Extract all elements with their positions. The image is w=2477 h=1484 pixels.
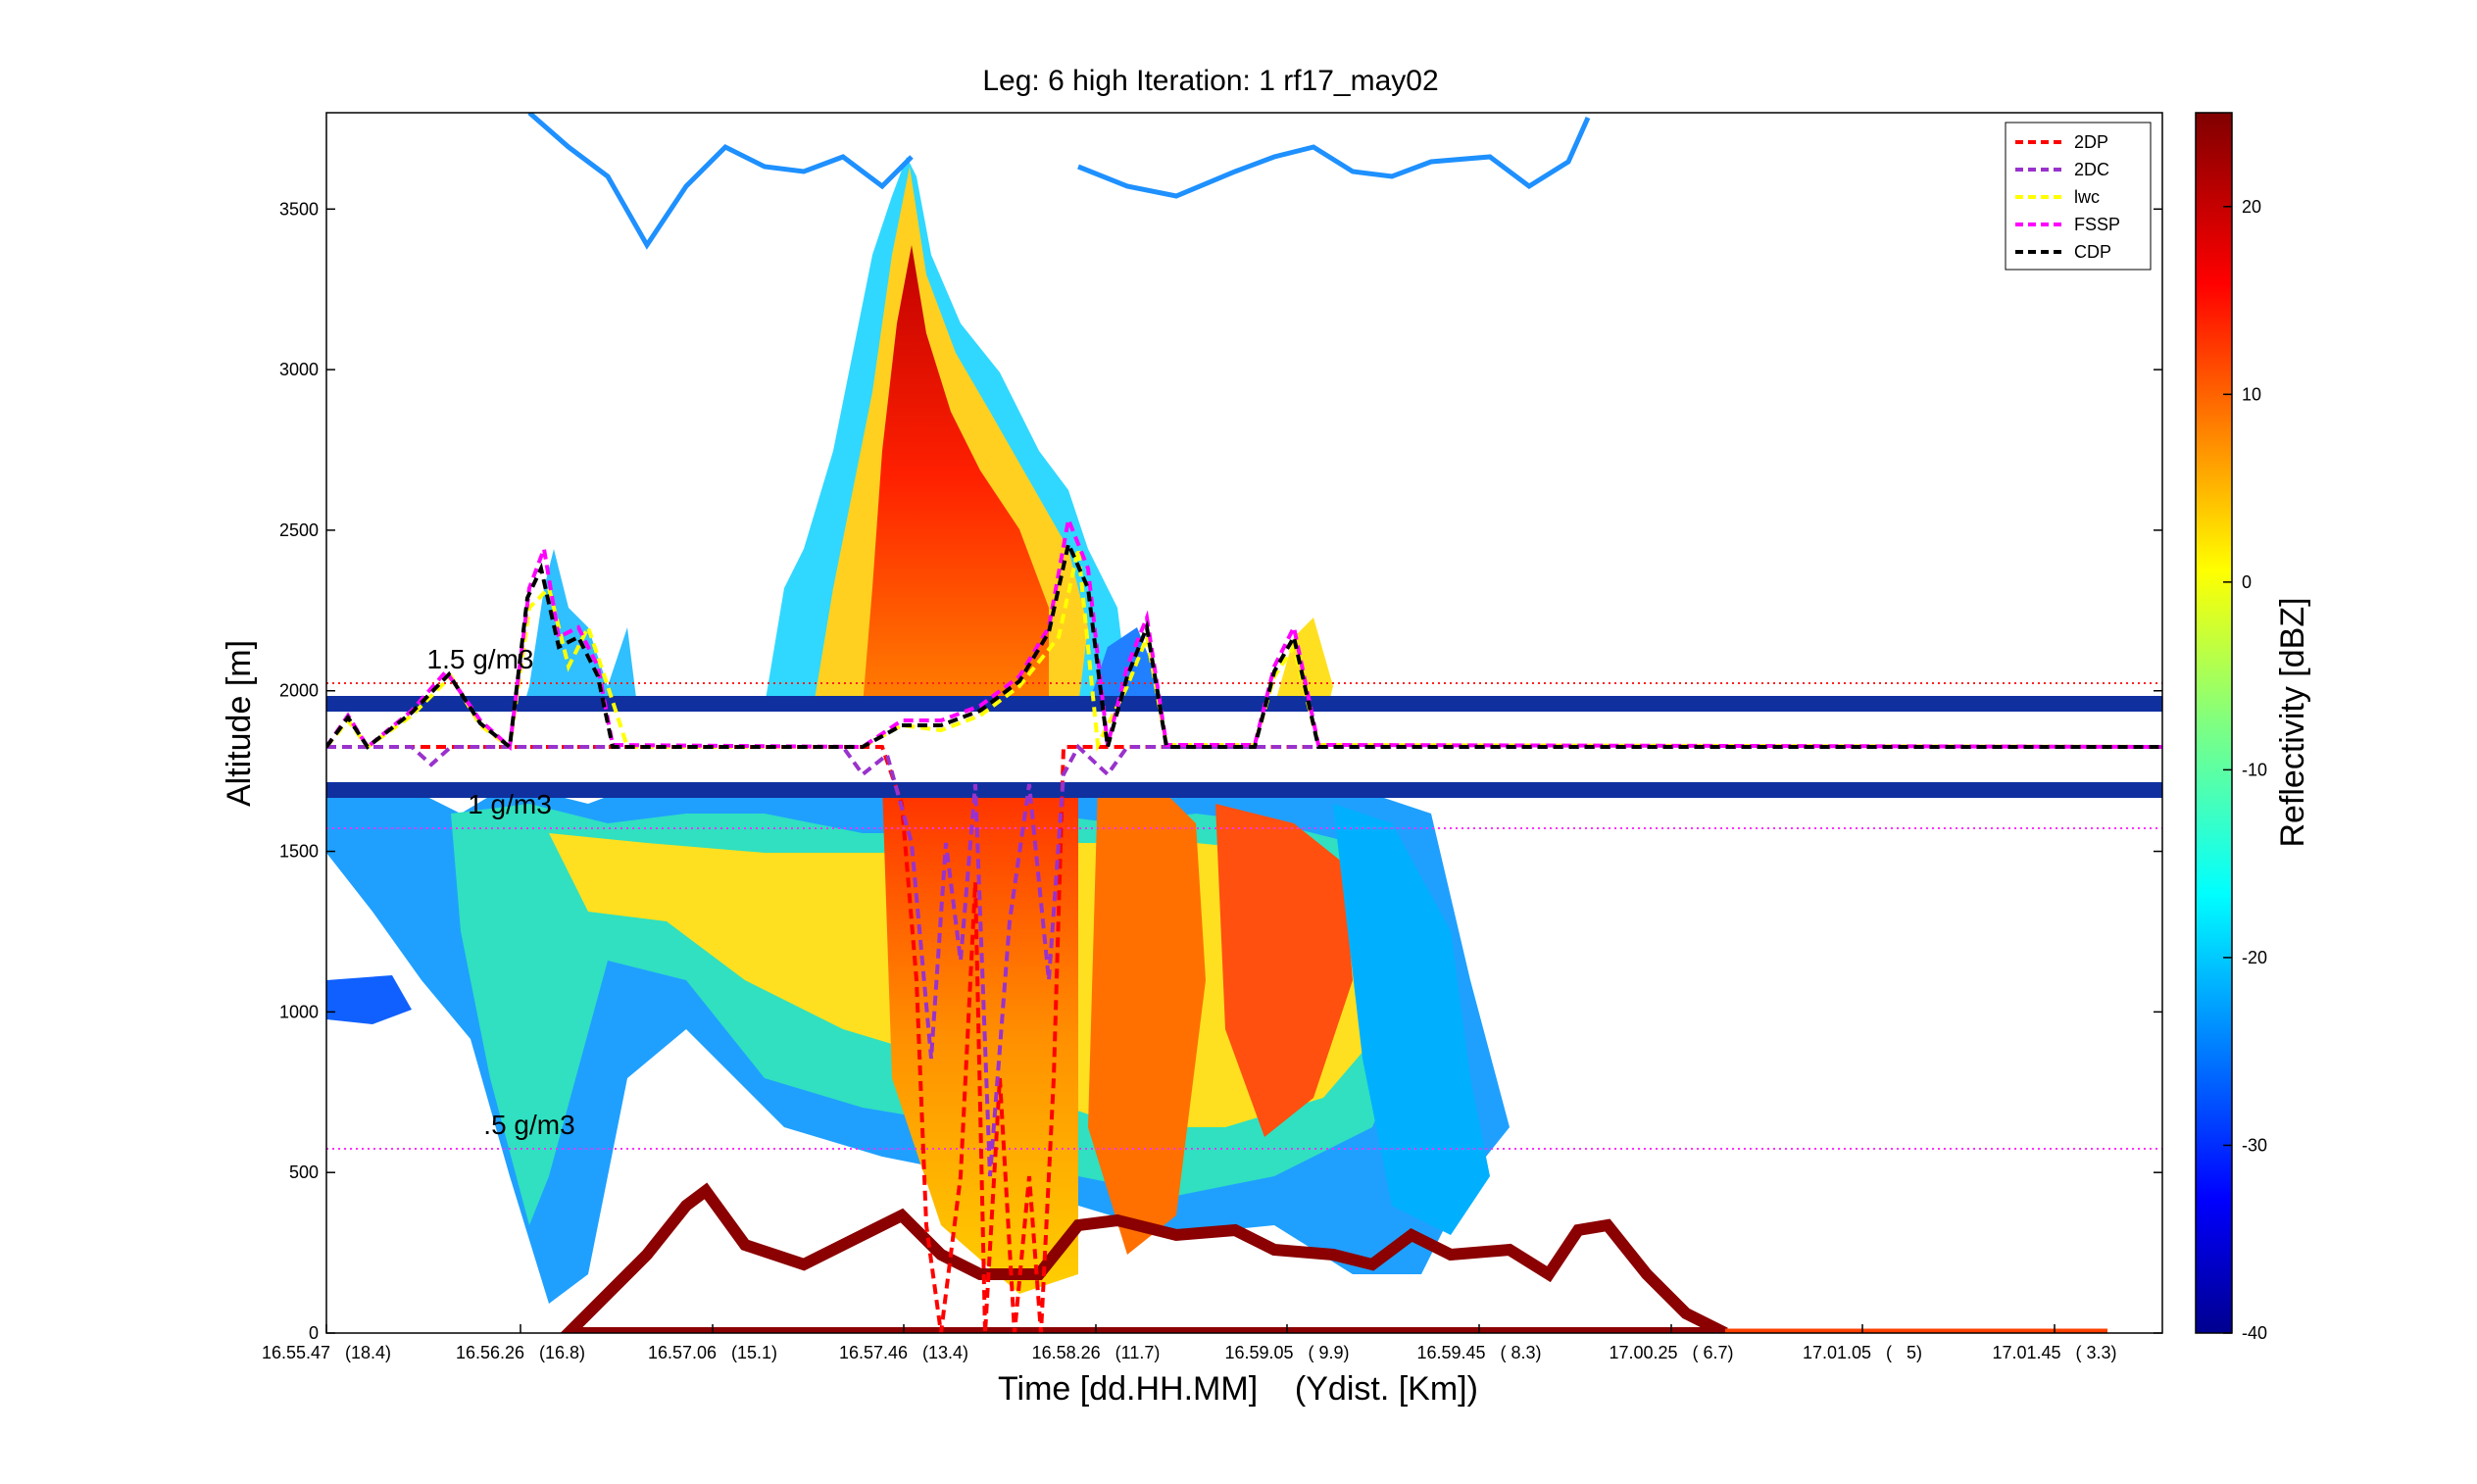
legend-label: 2DP — [2074, 132, 2108, 152]
trace-fssp — [326, 512, 2162, 752]
x-tick-label: 16.59.05 ( 9.9) — [1224, 1343, 1349, 1362]
colorbar-tick-label: 10 — [2242, 384, 2261, 404]
y-tick-label: 2500 — [279, 520, 319, 540]
x-tick-label: 16.59.45 ( 8.3) — [1416, 1343, 1541, 1362]
y-tick-label: 3000 — [279, 360, 319, 379]
x-tick-label: 16.56.26 (16.8) — [456, 1343, 585, 1362]
x-tick-label: 16.55.47 (18.4) — [262, 1343, 391, 1362]
lower-band — [326, 782, 2162, 798]
ref-label-0.5: .5 g/m3 — [483, 1110, 574, 1140]
probe-traces — [326, 512, 2162, 1333]
y-tick-label: 500 — [289, 1162, 319, 1182]
x-axis: 16.55.47 (18.4) 16.56.26 (16.8) 16.57.06 (… — [262, 1324, 2117, 1362]
legend-label: CDP — [2074, 242, 2111, 262]
x-tick-label: 17.00.25 ( 6.7) — [1609, 1343, 1733, 1362]
colorbar-tick-label: 0 — [2242, 572, 2252, 592]
y-axis-label: Altitude [m] — [221, 640, 258, 807]
trace-cdp — [326, 537, 2162, 751]
y-tick-label: 3500 — [279, 199, 319, 219]
ref-label-1: 1 g/m3 — [468, 789, 552, 819]
y-tick-label: 0 — [309, 1323, 319, 1343]
colorbar-label: Reflectivity [dBZ] — [2274, 597, 2311, 847]
colorbar-scale — [2195, 112, 2233, 1334]
trace-2dp — [326, 745, 2162, 1333]
colorbar-tick-label: -30 — [2242, 1135, 2267, 1155]
y-axis: 0 500 1000 1500 2000 2500 3000 3500 — [279, 199, 2162, 1343]
x-tick-label: 17.01.05 ( 5) — [1803, 1343, 1922, 1362]
chart-title: Leg: 6 high Iteration: 1 rf17_may02 — [982, 65, 1438, 97]
lower-radar-echo — [326, 765, 1510, 1304]
ref-label-1.5: 1.5 g/m3 — [427, 644, 534, 674]
colorbar-tick-label: -40 — [2242, 1323, 2267, 1343]
colorbar-tick-label: 20 — [2242, 197, 2261, 217]
y-tick-label: 2000 — [279, 681, 319, 701]
legend-label: 2DC — [2074, 160, 2109, 179]
legend: 2DP 2DC lwc FSSP CDP — [2005, 122, 2152, 271]
x-tick-label: 16.57.46 (13.4) — [839, 1343, 968, 1362]
upper-band — [326, 696, 2162, 712]
x-tick-label: 17.01.45 ( 3.3) — [1992, 1343, 2116, 1362]
x-tick-label: 16.57.06 (15.1) — [648, 1343, 777, 1362]
colorbar-tick-label: -20 — [2242, 948, 2267, 967]
upper-thin-echo — [527, 113, 914, 250]
plot-area — [326, 113, 2162, 1333]
plot-frame — [325, 112, 2163, 1334]
colorbar-tick-label: -10 — [2242, 760, 2267, 779]
colorbar: 20 10 0 -10 -20 -30 -40 Reflectivity [dBZ] — [2195, 112, 2311, 1343]
y-tick-label: 1000 — [279, 1002, 319, 1021]
legend-label: FSSP — [2074, 215, 2120, 234]
trace-2dc — [326, 743, 2162, 1177]
x-tick-label: 16.58.26 (11.7) — [1032, 1343, 1161, 1362]
legend-label: lwc — [2074, 187, 2100, 207]
x-axis-label: Time [dd.HH.MM] (Ydist. [Km]) — [998, 1370, 1478, 1408]
y-tick-label: 1500 — [279, 842, 319, 862]
surface-return — [560, 1182, 1728, 1333]
